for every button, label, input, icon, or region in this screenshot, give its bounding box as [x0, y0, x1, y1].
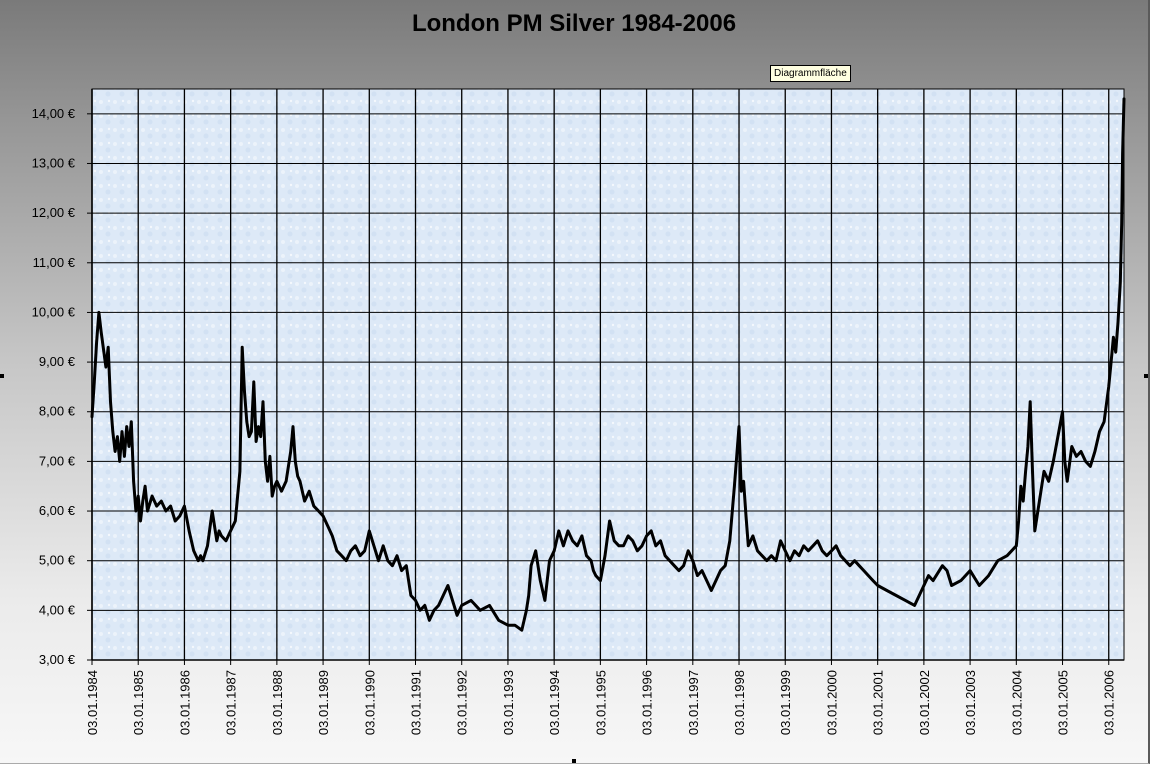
x-tick-label: 03.01.1994	[547, 670, 562, 735]
y-tick-label: 3,00 €	[39, 652, 76, 667]
x-tick-label: 03.01.1990	[362, 670, 377, 735]
selection-handle-right[interactable]	[1144, 374, 1148, 378]
y-tick-label: 7,00 €	[39, 453, 76, 468]
y-tick-label: 6,00 €	[39, 503, 76, 518]
x-tick-label: 03.01.1987	[224, 670, 239, 735]
y-tick-label: 5,00 €	[39, 553, 76, 568]
y-tick-label: 14,00 €	[32, 106, 76, 121]
x-tick-label: 03.01.1997	[686, 670, 701, 735]
y-tick-label: 9,00 €	[39, 354, 76, 369]
x-tick-label: 03.01.2004	[1009, 670, 1024, 735]
y-tick-label: 13,00 €	[32, 155, 76, 170]
x-tick-label: 03.01.1988	[270, 670, 285, 735]
x-tick-label: 03.01.1992	[455, 670, 470, 735]
y-tick-label: 12,00 €	[32, 205, 76, 220]
series-line-0	[90, 97, 1126, 632]
x-tick-label: 03.01.1985	[131, 670, 146, 735]
x-tick-label: 03.01.1995	[593, 670, 608, 735]
y-tick-label: 8,00 €	[39, 404, 76, 419]
selection-handle-left[interactable]	[0, 374, 4, 378]
y-tick-label: 10,00 €	[32, 304, 76, 319]
chart-title: London PM Silver 1984-2006	[411, 10, 737, 37]
plot-background	[91, 88, 1125, 661]
x-tick-label: 03.01.1999	[778, 670, 793, 735]
x-tick-label: 03.01.2003	[963, 670, 978, 735]
y-tick-label: 4,00 €	[39, 602, 76, 617]
x-tick-label: 03.01.1998	[732, 670, 747, 735]
x-tick-label: 03.01.1996	[640, 670, 655, 735]
x-tick-label: 03.01.2000	[824, 670, 839, 735]
x-tick-label: 03.01.2002	[917, 670, 932, 735]
x-tick-label: 03.01.1991	[409, 670, 424, 735]
x-tick-label: 03.01.2006	[1102, 670, 1117, 735]
x-tick-label: 03.01.1984	[85, 670, 100, 735]
chart-area-tooltip: Diagrammfläche	[770, 65, 851, 82]
x-tick-label: 03.01.1993	[501, 670, 516, 735]
x-tick-label: 03.01.1989	[316, 670, 331, 735]
selection-handle-bottom[interactable]	[572, 759, 576, 763]
x-tick-label: 03.01.2001	[871, 670, 886, 735]
x-tick-label: 03.01.2005	[1056, 670, 1071, 735]
y-tick-label: 11,00 €	[33, 255, 76, 270]
x-tick-label: 03.01.1986	[177, 670, 192, 735]
